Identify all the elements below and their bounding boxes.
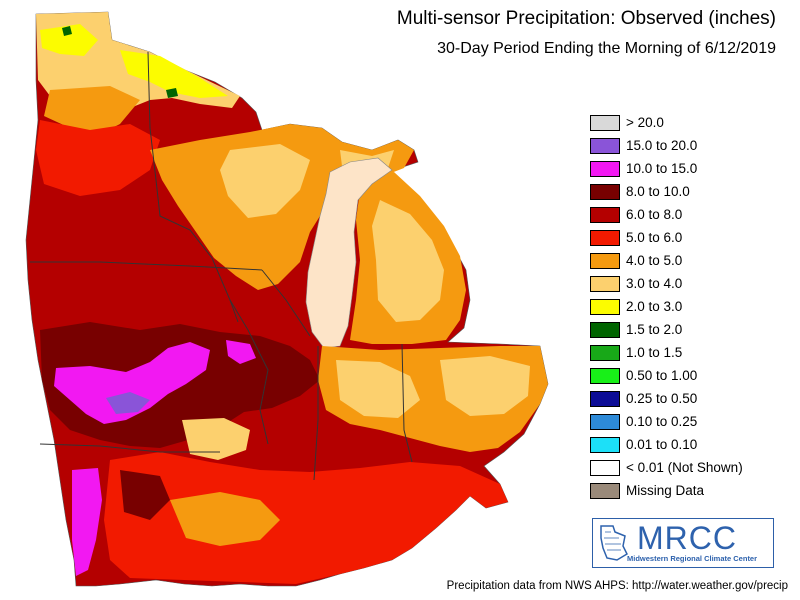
legend-item: 5.0 to 6.0 [590,226,743,249]
heavy-rain-area [54,342,210,424]
legend-label: 15.0 to 20.0 [626,138,698,153]
legend-label: Missing Data [626,483,705,498]
legend-item: 0.50 to 1.00 [590,364,743,387]
legend-label: 0.10 to 0.25 [626,414,698,429]
legend-item: 1.0 to 1.5 [590,341,743,364]
legend-swatch [590,160,620,177]
legend-label: > 20.0 [626,115,664,130]
legend-item: 8.0 to 10.0 [590,180,743,203]
legend-swatch [590,367,620,384]
legend-label: 6.0 to 8.0 [626,207,683,222]
legend-swatch [590,114,620,131]
legend-swatch [590,344,620,361]
legend-item: 0.10 to 0.25 [590,410,743,433]
legend-label: 8.0 to 10.0 [626,184,690,199]
legend-swatch [590,413,620,430]
legend-label: 0.50 to 1.00 [626,368,698,383]
legend-label: 1.0 to 1.5 [626,345,683,360]
legend-item: 6.0 to 8.0 [590,203,743,226]
legend-swatch [590,206,620,223]
legend-item: > 20.0 [590,111,743,134]
legend-item: 3.0 to 4.0 [590,272,743,295]
map-subtitle: 30-Day Period Ending the Morning of 6/12… [437,40,776,57]
map-title: Multi-sensor Precipitation: Observed (in… [396,8,776,29]
legend-label: 2.0 to 3.0 [626,299,683,314]
legend-label: < 0.01 (Not Shown) [626,460,743,475]
legend-swatch [590,252,620,269]
legend-swatch [590,390,620,407]
logo-full-name: Midwestern Regional Climate Center [627,554,758,563]
mrcc-logo: MRCC Midwestern Regional Climate Center [592,518,774,568]
legend-label: 0.01 to 0.10 [626,437,698,452]
logo-name: MRCC [637,520,737,556]
legend-item: 1.5 to 2.0 [590,318,743,341]
midwest-outline-icon [600,525,628,561]
legend-swatch [590,436,620,453]
legend-item: 4.0 to 5.0 [590,249,743,272]
legend-label: 0.25 to 0.50 [626,391,698,406]
legend-label: 5.0 to 6.0 [626,230,683,245]
lake-michigan [305,157,393,349]
legend-swatch [590,229,620,246]
data-credit: Precipitation data from NWS AHPS: http:/… [446,580,788,592]
legend-label: 10.0 to 15.0 [626,161,698,176]
legend-item: 0.25 to 0.50 [590,387,743,410]
legend-swatch [590,137,620,154]
legend-item: < 0.01 (Not Shown) [590,456,743,479]
state-boundaries [30,51,413,481]
legend-label: 3.0 to 4.0 [626,276,683,291]
legend-swatch [590,275,620,292]
legend-item: 0.01 to 0.10 [590,433,743,456]
legend-swatch [590,298,620,315]
legend-item: 10.0 to 15.0 [590,157,743,180]
legend-label: 4.0 to 5.0 [626,253,683,268]
legend-swatch [590,321,620,338]
legend-swatch [590,482,620,499]
legend-swatch [590,183,620,200]
legend-item: 2.0 to 3.0 [590,295,743,318]
legend-swatch [590,459,620,476]
legend-item: 15.0 to 20.0 [590,134,743,157]
legend: > 20.0 15.0 to 20.0 10.0 to 15.0 8.0 to 10.… [590,111,743,502]
legend-label: 1.5 to 2.0 [626,322,683,337]
legend-item: Missing Data [590,479,743,502]
